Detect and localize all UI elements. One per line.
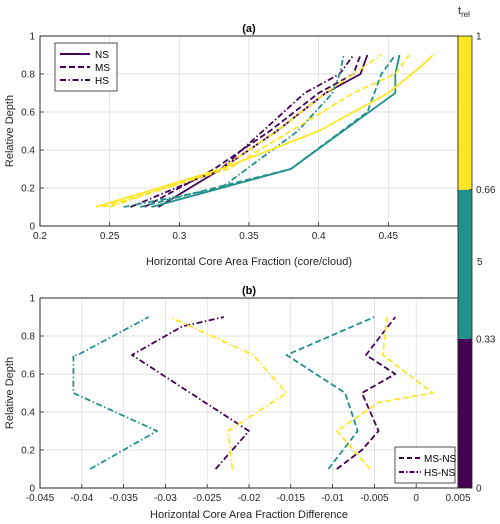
x-tick-label: 0.3 — [172, 231, 186, 242]
x-tick-label: -0.035 — [109, 493, 138, 504]
y-tick-label: 1 — [29, 32, 35, 43]
colorbar-tick-label: 0 — [476, 484, 482, 495]
y-tick-label: 0.4 — [21, 146, 35, 157]
series-line-a-6 — [95, 54, 434, 208]
panel-a-x-label: Horizontal Core Area Fraction (core/clou… — [146, 256, 352, 268]
series-line-b-0 — [131, 316, 250, 470]
x-tick-label: -0.02 — [238, 493, 261, 504]
y-tick-label: 0 — [29, 222, 35, 233]
series-line-a-7 — [102, 54, 410, 208]
x-tick-label: -0.015 — [277, 493, 306, 504]
series-line-b-4 — [285, 316, 375, 470]
colorbar-stray-label: 5 — [477, 257, 483, 268]
y-tick-label: 0.8 — [21, 332, 35, 343]
legend-a-label-1: MS — [95, 63, 110, 74]
legend-a-label-2: HS — [95, 76, 109, 87]
y-tick-label: 0.4 — [21, 408, 35, 419]
colorbar-ticks: 0 0.33 0.66 1 — [469, 32, 496, 495]
panel-b: (b) -0.045 -0.04 -0.035 -0.03 -0.025 -0.02 -0.… — [4, 285, 471, 521]
x-tick-label: 0.25 — [100, 231, 120, 242]
series-line-b-2 — [169, 316, 288, 470]
x-tick-label: -0.03 — [154, 493, 177, 504]
legend-b-label-1: HS-NS — [424, 468, 455, 479]
panel-b-x-ticks: -0.045 -0.04 -0.035 -0.03 -0.025 -0.02 -0.015 -… — [26, 484, 471, 504]
series-line-a-2 — [130, 54, 355, 208]
colorbar: trel 0 0.33 0.66 1 5 — [457, 5, 496, 495]
colorbar-segment-0 — [458, 338, 472, 488]
series-line-b-3 — [336, 316, 397, 470]
colorbar-label: trel — [458, 5, 470, 19]
x-tick-label: 0.45 — [379, 231, 399, 242]
series-line-a-4 — [140, 54, 397, 208]
panel-a-series — [95, 54, 434, 208]
y-tick-label: 0.2 — [21, 446, 35, 457]
colorbar-tick-label: 0.66 — [476, 185, 496, 196]
colorbar-tick-label: 1 — [476, 32, 482, 43]
panel-b-legend: MS-NS HS-NS — [394, 446, 457, 484]
colorbar-label-sub: rel — [461, 10, 470, 19]
x-tick-label: 0.2 — [33, 231, 47, 242]
colorbar-segment-1 — [458, 189, 472, 339]
y-tick-label: 0.2 — [21, 184, 35, 195]
series-line-b-5 — [335, 316, 434, 470]
x-tick-label: 0.35 — [239, 231, 259, 242]
series-line-a-8 — [109, 54, 382, 208]
x-tick-label: -0.005 — [360, 493, 389, 504]
y-tick-label: 0 — [29, 484, 35, 495]
series-line-b-1 — [72, 316, 158, 470]
colorbar-segments — [458, 36, 472, 488]
panel-a: (a) 0.2 0.25 0.3 0.35 0.4 0.45 00.20.40.60.81… — [4, 23, 459, 268]
panel-b-x-label: Horizontal Core Area Fraction Difference — [150, 509, 348, 521]
panel-a-legend: NS MS HS — [54, 42, 118, 92]
panel-b-title: (b) — [242, 285, 256, 297]
series-line-a-3 — [151, 54, 401, 208]
colorbar-frame — [457, 35, 473, 489]
panel-b-y-ticks: 0 0.2 0.4 0.6 0.8 1 — [21, 294, 44, 495]
colorbar-label-main: t — [458, 5, 461, 17]
x-tick-label: -0.04 — [70, 493, 93, 504]
y-tick-label: 1 — [29, 294, 35, 305]
panel-b-series — [72, 316, 434, 470]
panel-b-y-label: Relative Depth — [4, 357, 16, 429]
x-tick-label: 0.4 — [312, 231, 326, 242]
panel-a-title: (a) — [242, 23, 256, 35]
y-tick-label: 0.6 — [21, 370, 35, 381]
x-tick-label: -0.045 — [26, 493, 55, 504]
y-tick-label: 0.8 — [21, 70, 35, 81]
x-tick-label: -0.025 — [193, 493, 222, 504]
panel-a-y-label: Relative Depth — [4, 95, 16, 167]
colorbar-segment-2 — [458, 36, 472, 190]
x-tick-label: 0.005 — [445, 493, 470, 504]
colorbar-tick-label: 0.33 — [476, 334, 496, 345]
y-tick-label: 0.6 — [21, 108, 35, 119]
legend-b-label-0: MS-NS — [424, 454, 457, 465]
panel-a-x-ticks: 0.2 0.25 0.3 0.35 0.4 0.45 — [33, 222, 399, 242]
panel-b-legend-box — [394, 446, 456, 484]
x-tick-label: -0.01 — [321, 493, 344, 504]
legend-a-label-0: NS — [95, 50, 109, 61]
x-tick-label: 0 — [413, 493, 419, 504]
panel-a-y-ticks: 0 0.2 0.4 0.6 0.8 1 — [21, 32, 44, 233]
